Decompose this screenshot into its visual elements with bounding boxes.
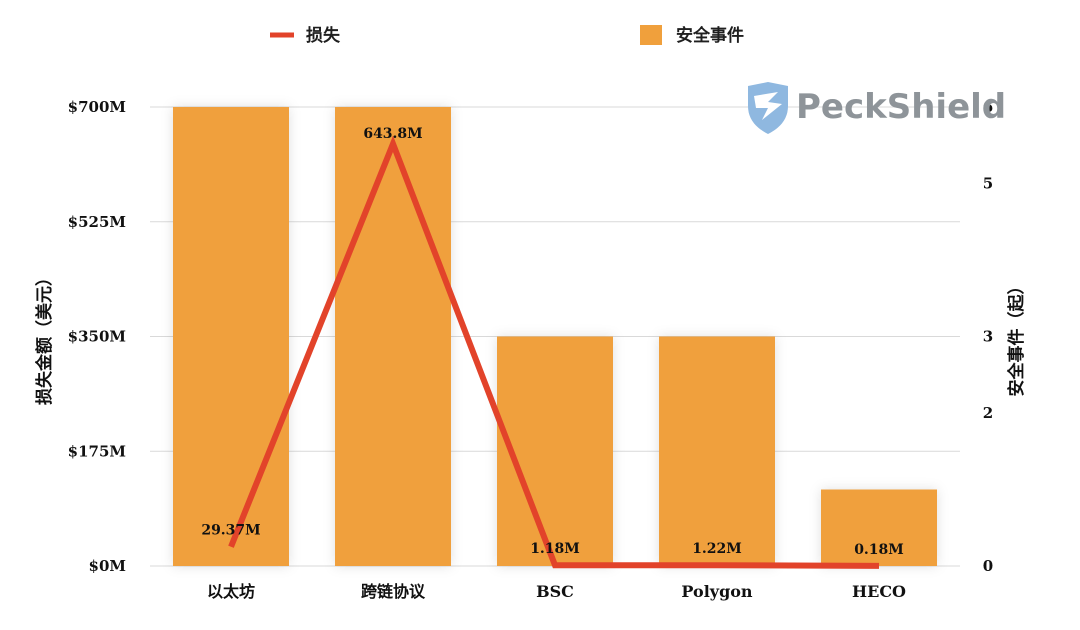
incident-bar: [659, 336, 775, 566]
right-tick-label: 3: [983, 328, 993, 346]
loss-data-label: 643.8M: [363, 126, 422, 142]
loss-data-label: 1.18M: [530, 541, 580, 557]
loss-line: [228, 135, 880, 569]
incident-bar: [497, 336, 613, 566]
right-axis-title: 安全事件（起）: [1006, 278, 1027, 397]
right-axis-ticks: 0 2 3 5 6: [983, 98, 993, 575]
category-label: 以太坊: [207, 582, 255, 601]
incident-bar: [335, 107, 451, 566]
right-tick-label: 5: [983, 175, 993, 193]
category-label: 跨链协议: [361, 582, 426, 601]
shield-eagle-icon: [748, 82, 788, 134]
incident-bar: [173, 107, 289, 566]
data-labels: 29.37M 643.8M 1.18M 1.22M 0.18M: [201, 126, 903, 558]
legend-label-loss: 损失: [306, 25, 341, 46]
category-label: BSC: [536, 582, 574, 601]
loss-data-label: 1.22M: [692, 541, 742, 557]
left-tick-label: $175M: [68, 442, 126, 460]
left-tick-label: $700M: [68, 98, 126, 116]
incident-bar: [821, 489, 937, 566]
loss-data-label: 29.37M: [201, 523, 260, 539]
right-tick-label: 0: [983, 557, 993, 575]
legend-bar-swatch: [640, 25, 662, 45]
bars: [173, 107, 937, 566]
left-tick-label: $525M: [68, 213, 126, 231]
legend: 损失 安全事件: [270, 25, 744, 46]
category-axis-ticks: 以太坊 跨链协议 BSC Polygon HECO: [207, 582, 906, 601]
left-axis-ticks: $0M $175M $350M $525M $700M: [68, 98, 126, 575]
left-axis-title: 损失金额（美元）: [34, 269, 55, 405]
peckshield-watermark: PeckShield: [748, 82, 1006, 134]
legend-label-incidents: 安全事件: [676, 25, 744, 46]
left-tick-label: $350M: [68, 328, 126, 346]
right-tick-label: 2: [983, 404, 993, 422]
loss-data-label: 0.18M: [854, 542, 904, 558]
right-tick-label: 6: [983, 98, 993, 116]
category-label: Polygon: [681, 582, 753, 601]
category-label: HECO: [852, 582, 906, 601]
left-tick-label: $0M: [89, 557, 126, 575]
watermark-text: PeckShield: [796, 87, 1006, 127]
